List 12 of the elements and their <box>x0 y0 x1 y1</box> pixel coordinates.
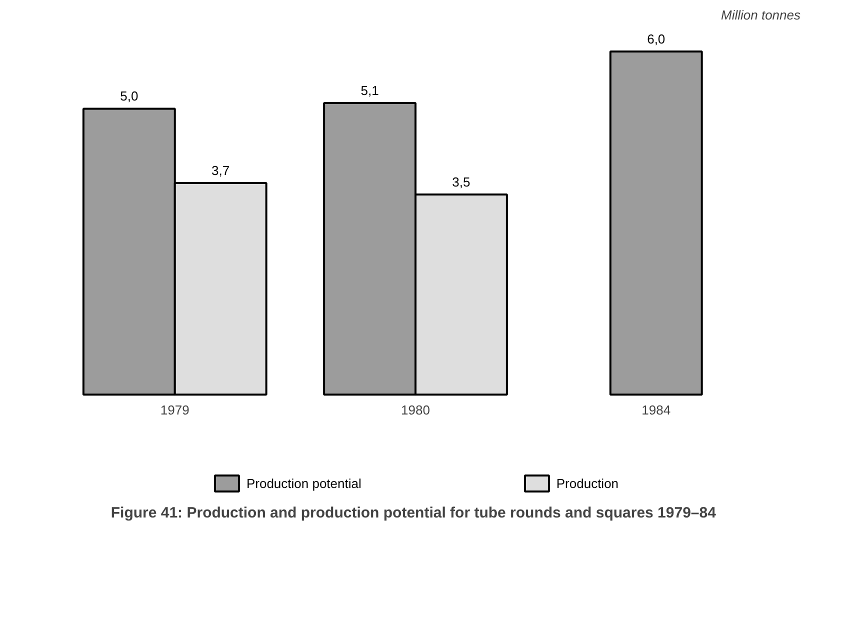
data-label: 5,0 <box>120 88 138 104</box>
legend-label: Production <box>556 476 619 490</box>
y-axis-title: Million tonnes <box>721 8 801 22</box>
x-tick-label: 1980 <box>401 402 430 418</box>
data-label: 6,0 <box>647 32 666 47</box>
x-tick-label: 1979 <box>160 402 190 418</box>
data-label: 3,7 <box>212 163 230 178</box>
data-label: 5,1 <box>360 82 379 98</box>
text: Figure 41: Production and production potential for tube rounds and squares 1979–84 <box>110 504 717 522</box>
data-label: 3,5 <box>452 174 470 190</box>
legend-label: Production potential <box>246 476 362 490</box>
x-tick-label: 1984 <box>642 402 671 418</box>
